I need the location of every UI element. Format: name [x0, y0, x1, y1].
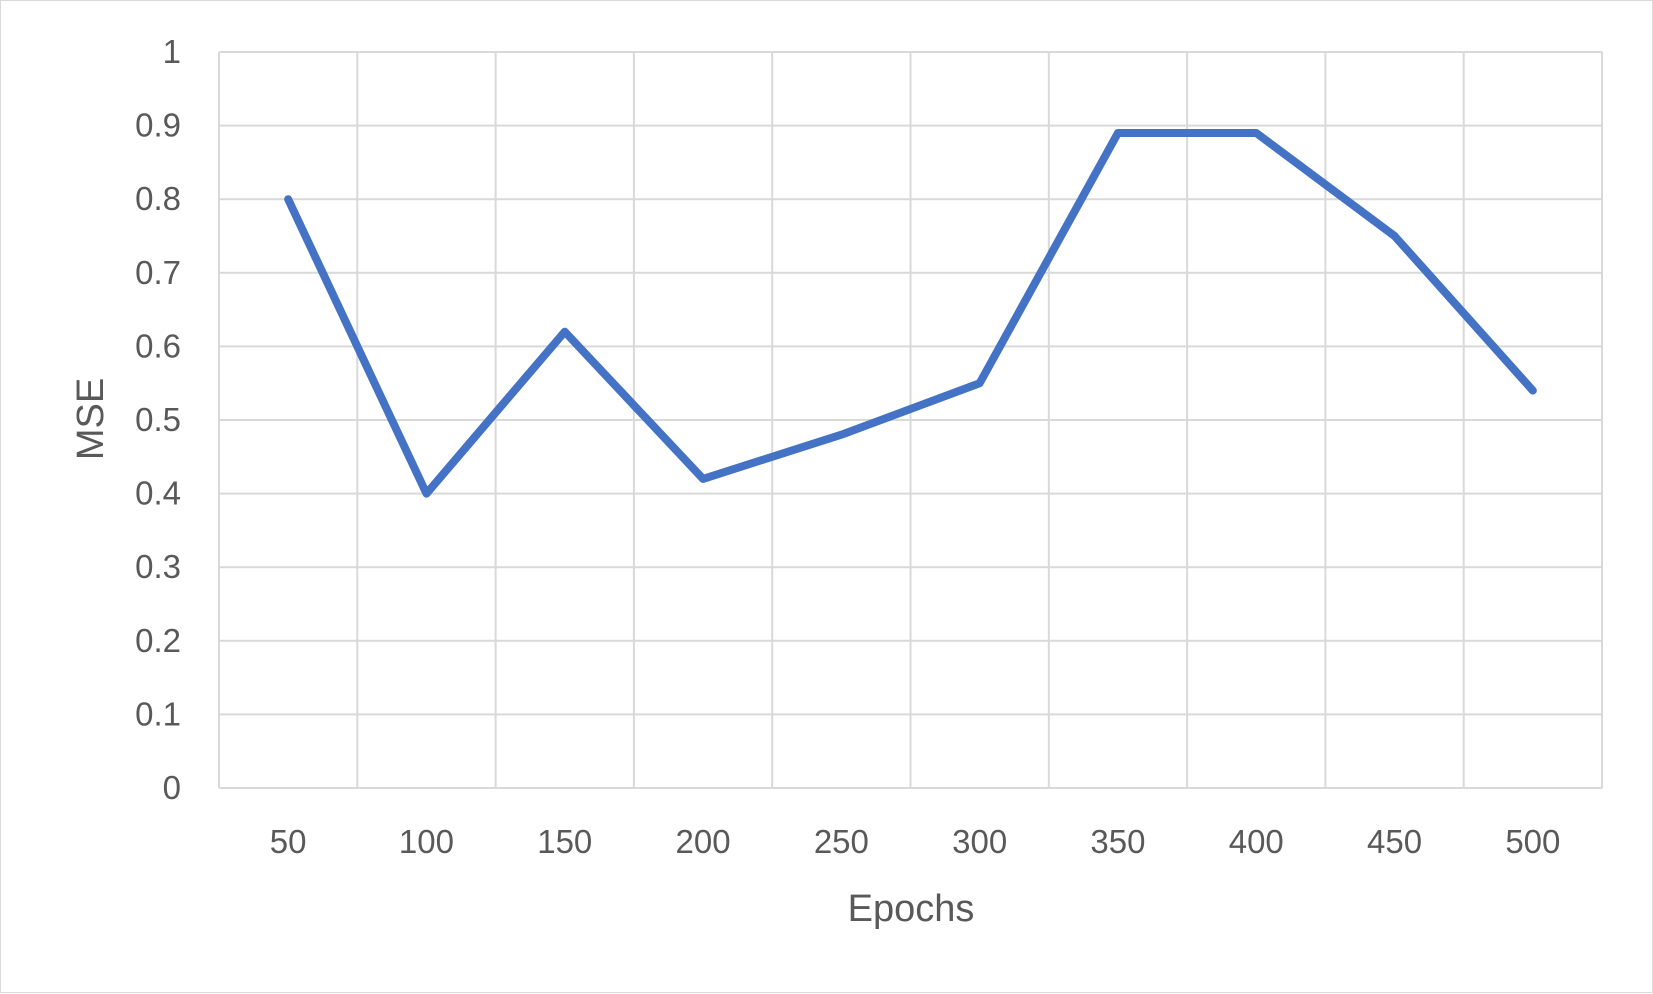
y-axis-title: MSE	[70, 378, 112, 460]
x-tick-label: 100	[399, 823, 454, 860]
y-tick-label: 0.2	[135, 622, 181, 659]
y-tick-label: 0.8	[135, 180, 181, 217]
y-axis-tick-labels: 0 0.1 0.2 0.3 0.4 0.5 0.6 0.7 0.8 0.9 1	[135, 33, 181, 806]
x-tick-label: 50	[270, 823, 307, 860]
y-tick-label: 0	[163, 769, 181, 806]
x-tick-label: 350	[1090, 823, 1145, 860]
x-tick-label: 400	[1229, 823, 1284, 860]
y-tick-label: 0.3	[135, 548, 181, 585]
x-tick-label: 450	[1367, 823, 1422, 860]
y-tick-label: 0.5	[135, 401, 181, 438]
y-tick-label: 0.6	[135, 327, 181, 364]
x-tick-label: 300	[952, 823, 1007, 860]
x-axis-tick-labels: 50 100 150 200 250 300 350 400 450 500	[270, 823, 1561, 860]
gridlines	[219, 52, 1602, 788]
y-tick-label: 0.4	[135, 475, 181, 512]
x-tick-label: 250	[814, 823, 869, 860]
y-tick-label: 0.7	[135, 254, 181, 291]
y-tick-label: 0.9	[135, 107, 181, 144]
y-tick-label: 0.1	[135, 695, 181, 732]
x-tick-label: 150	[537, 823, 592, 860]
x-tick-label: 500	[1505, 823, 1560, 860]
x-axis-title: Epochs	[848, 888, 975, 930]
y-tick-label: 1	[163, 33, 181, 70]
x-tick-label: 200	[676, 823, 731, 860]
